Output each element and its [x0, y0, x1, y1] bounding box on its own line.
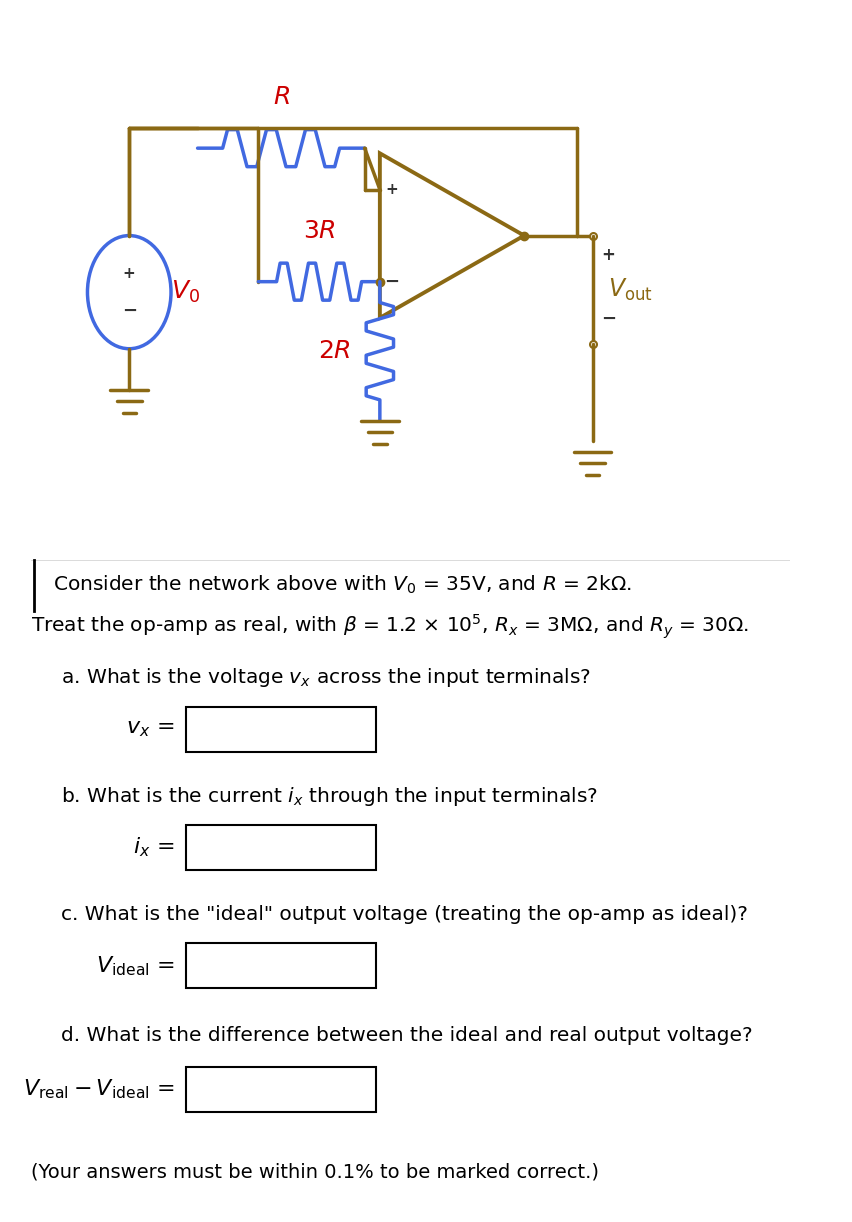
Text: a. What is the voltage $v_x$ across the input terminals?: a. What is the voltage $v_x$ across the …	[60, 666, 591, 689]
Text: b. What is the current $i_x$ through the input terminals?: b. What is the current $i_x$ through the…	[60, 785, 598, 808]
Text: −: −	[122, 302, 137, 320]
Text: −: −	[383, 273, 399, 291]
Text: $V_{\mathrm{real}} - V_{\mathrm{ideal}}$ =: $V_{\mathrm{real}} - V_{\mathrm{ideal}}$…	[23, 1078, 175, 1101]
Text: +: +	[385, 182, 398, 197]
FancyBboxPatch shape	[187, 1067, 376, 1112]
Text: +: +	[123, 266, 135, 281]
Text: $V_{\mathrm{ideal}}$ =: $V_{\mathrm{ideal}}$ =	[96, 954, 175, 978]
Text: +: +	[602, 246, 615, 264]
Text: $V_0$: $V_0$	[171, 279, 200, 306]
Text: $2R$: $2R$	[318, 340, 351, 363]
Text: d. What is the difference between the ideal and real output voltage?: d. What is the difference between the id…	[60, 1026, 752, 1045]
Text: $i_x$ =: $i_x$ =	[134, 836, 175, 859]
FancyBboxPatch shape	[187, 706, 376, 752]
Text: $V_{\mathrm{out}}$: $V_{\mathrm{out}}$	[607, 276, 653, 303]
Text: $v_x$ =: $v_x$ =	[126, 720, 175, 739]
Text: c. What is the "ideal" output voltage (treating the op-amp as ideal)?: c. What is the "ideal" output voltage (t…	[60, 906, 748, 924]
Text: (Your answers must be within 0.1% to be marked correct.): (Your answers must be within 0.1% to be …	[31, 1162, 598, 1180]
Text: $R$: $R$	[273, 86, 290, 109]
Text: Treat the op-amp as real, with $\beta$ = 1.2 $\times$ 10$^5$, $R_x$ = 3M$\Omega$: Treat the op-amp as real, with $\beta$ =…	[31, 612, 749, 640]
FancyBboxPatch shape	[187, 825, 376, 870]
FancyBboxPatch shape	[187, 943, 376, 989]
Text: Consider the network above with $V_0$ = 35V, and $R$ = 2k$\Omega$.: Consider the network above with $V_0$ = …	[54, 574, 632, 596]
Text: −: −	[602, 310, 617, 329]
Text: $3R$: $3R$	[303, 219, 335, 243]
